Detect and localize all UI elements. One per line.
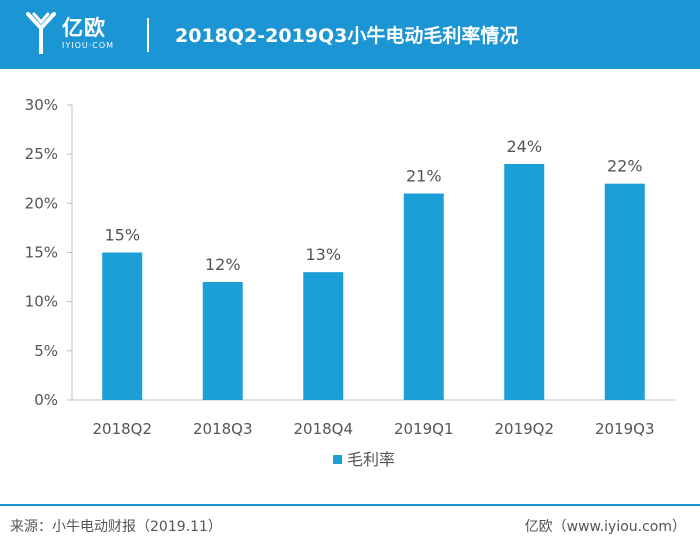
- logo-text: 亿欧: [62, 16, 106, 40]
- x-tick-label: 2019Q1: [394, 420, 454, 438]
- data-label: 24%: [506, 137, 542, 156]
- data-label: 15%: [104, 226, 140, 245]
- x-tick-label: 2019Q3: [595, 420, 655, 438]
- x-tick-label: 2019Q2: [494, 420, 554, 438]
- logo-subtext: IYIOU·COM: [62, 41, 115, 50]
- y-tick-label: 30%: [25, 96, 58, 114]
- data-label: 12%: [205, 255, 241, 274]
- source-note: 来源：小牛电动财报（2019.11）: [10, 519, 222, 535]
- data-label: 21%: [406, 167, 442, 186]
- y-tick-label: 5%: [34, 342, 58, 360]
- data-label: 13%: [305, 245, 341, 264]
- footer-divider: [0, 504, 700, 506]
- y-tick-label: 0%: [34, 391, 58, 409]
- bar: [102, 252, 143, 400]
- site-credit: 亿欧（www.iyiou.com）: [524, 519, 686, 535]
- y-tick-label: 25%: [25, 145, 58, 163]
- x-tick-label: 2018Q3: [193, 420, 253, 438]
- y-tick-label: 20%: [25, 194, 58, 212]
- legend-swatch: [333, 455, 342, 464]
- y-tick-label: 10%: [25, 293, 58, 311]
- bar: [604, 183, 645, 400]
- legend-label: 毛利率: [347, 450, 395, 469]
- bar: [403, 193, 444, 400]
- x-tick-label: 2018Q4: [293, 420, 353, 438]
- iyiou-logo-icon: [26, 12, 56, 54]
- bar: [303, 272, 344, 400]
- bar: [202, 282, 243, 400]
- header-bar: 亿欧 IYIOU·COM 2018Q2-2019Q3小牛电动毛利率情况: [0, 0, 700, 69]
- bar: [504, 164, 545, 400]
- x-tick-label: 2018Q2: [92, 420, 152, 438]
- y-tick-label: 15%: [25, 244, 58, 262]
- header-divider: [147, 18, 149, 52]
- bar-chart: 0% 5% 10% 15% 20% 25% 30% 15% 2018Q2 12% 2018Q3 13%…: [25, 96, 675, 469]
- page-title: 2018Q2-2019Q3小牛电动毛利率情况: [175, 25, 519, 47]
- data-label: 22%: [607, 157, 643, 176]
